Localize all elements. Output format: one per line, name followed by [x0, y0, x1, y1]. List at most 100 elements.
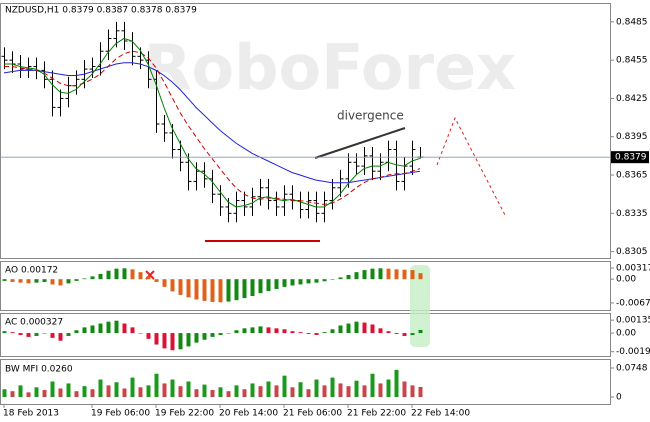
histogram-bar	[266, 279, 271, 292]
histogram-bar	[162, 333, 167, 349]
histogram-bar	[18, 385, 23, 398]
histogram-bar	[74, 391, 79, 398]
histogram-bar	[362, 270, 367, 280]
histogram-bar	[178, 386, 183, 398]
histogram-bar	[338, 277, 343, 280]
x-tick-label: 21 Feb 22:00	[347, 409, 406, 419]
histogram-bar	[162, 383, 167, 398]
histogram-bar	[50, 333, 55, 338]
histogram-bar	[122, 268, 127, 280]
histogram-bar	[50, 279, 55, 285]
histogram-bar	[250, 327, 255, 334]
ao-panel	[0, 261, 611, 311]
histogram-bar	[114, 268, 119, 280]
histogram-bar	[322, 279, 327, 282]
histogram-bar	[258, 386, 263, 398]
histogram-bar	[178, 279, 183, 295]
histogram-bar	[274, 385, 279, 398]
histogram-bar	[314, 279, 319, 283]
histogram-bar	[26, 279, 31, 284]
histogram-bar	[130, 377, 135, 398]
histogram-bar	[258, 326, 263, 334]
histogram-bar	[202, 279, 207, 301]
y-tick-label: 0.00	[616, 329, 636, 339]
histogram-bar	[290, 331, 295, 334]
histogram-bar	[170, 379, 175, 398]
histogram-bar	[194, 389, 199, 398]
highlight	[410, 265, 430, 347]
histogram-bar	[34, 279, 39, 283]
histogram-bar	[34, 333, 39, 336]
y-tick-label: 0.8455	[616, 56, 648, 66]
histogram-bar	[114, 382, 119, 398]
histogram-bar	[378, 383, 383, 398]
x-tick-label: 18 Feb 2013	[3, 409, 59, 419]
histogram-bar	[122, 388, 127, 398]
histogram-bar	[34, 387, 39, 398]
histogram-bar	[210, 279, 215, 302]
histogram-bar	[298, 332, 303, 334]
histogram-bar	[362, 385, 367, 398]
histogram-bar	[402, 333, 407, 336]
histogram-bar	[370, 268, 375, 280]
histogram-bar	[122, 323, 127, 334]
y-tick-label: -0.00678	[616, 298, 650, 308]
forecast	[436, 116, 506, 216]
histogram-bar	[274, 279, 279, 289]
histogram-bar	[298, 382, 303, 398]
histogram-bar	[130, 327, 135, 334]
histogram-bar	[378, 268, 383, 280]
x-tick-label: 20 Feb 14:00	[219, 409, 278, 419]
histogram-bar	[282, 279, 287, 287]
histogram-bar	[106, 321, 111, 334]
histogram-bar	[298, 279, 303, 285]
histogram-bar	[250, 383, 255, 398]
histogram-bar	[242, 328, 247, 334]
histogram-bar	[346, 386, 351, 398]
histogram-bar	[138, 272, 143, 280]
histogram-bar	[10, 391, 15, 398]
histogram-bar	[186, 381, 191, 398]
histogram-bar	[82, 278, 87, 280]
histogram-bar	[42, 333, 47, 334]
histogram-bar	[290, 387, 295, 398]
histogram-bar	[418, 273, 423, 280]
histogram-bar	[58, 333, 63, 341]
histogram-bar	[202, 333, 207, 340]
histogram-bar	[394, 369, 399, 398]
histogram-bar	[154, 373, 159, 398]
histogram-bar	[50, 381, 55, 398]
histogram-bar	[314, 333, 319, 335]
x-tick-label: 19 Feb 06:00	[91, 409, 150, 419]
x-tick-label: 19 Feb 22:00	[155, 409, 214, 419]
mfi-panel	[0, 359, 611, 405]
histogram-bar	[266, 381, 271, 398]
y-tick-label: -0.00195	[616, 347, 650, 357]
histogram-bar	[26, 333, 31, 337]
histogram-bar	[218, 387, 223, 398]
histogram-bar	[106, 270, 111, 280]
ac-panel	[0, 313, 611, 357]
panel-title: NZDUSD,H1 0.8379 0.8387 0.8378 0.8379	[5, 6, 197, 16]
histogram-bar	[218, 333, 223, 335]
histogram-bar	[330, 329, 335, 334]
histogram-bar	[2, 331, 7, 334]
histogram-bar	[146, 276, 151, 280]
histogram-bar	[98, 379, 103, 398]
histogram-bar	[370, 324, 375, 334]
histogram-bar	[178, 333, 183, 350]
histogram-bar	[202, 384, 207, 398]
histogram-bar	[282, 329, 287, 334]
histogram-bar	[346, 274, 351, 280]
histogram-bar	[386, 379, 391, 398]
histogram-bar	[74, 330, 79, 334]
histogram-bar	[18, 279, 23, 283]
histogram-bar	[194, 333, 199, 343]
histogram-bar	[186, 279, 191, 298]
histogram-bar	[226, 279, 231, 302]
histogram-bar	[58, 388, 63, 398]
histogram-bar	[258, 279, 263, 294]
histogram-bar	[314, 379, 319, 398]
y-tick-label: 0.8395	[616, 132, 648, 142]
